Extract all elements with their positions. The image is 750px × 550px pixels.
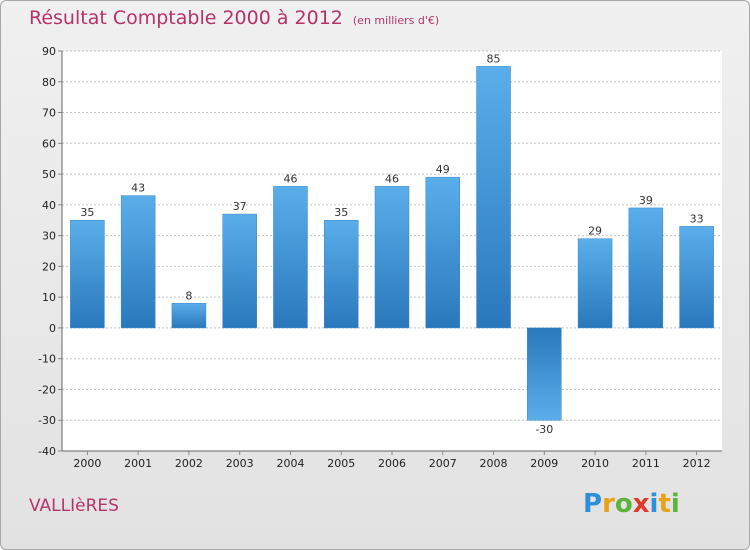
logo-letter: r: [602, 489, 615, 519]
value-label-2008: 85: [487, 52, 501, 65]
y-tick-label: 30: [42, 230, 56, 243]
bar-2009: [527, 327, 562, 421]
bar-2001: [120, 195, 156, 329]
logo-letter: P: [583, 489, 603, 519]
bar-2008: [476, 66, 511, 329]
y-tick-label: 20: [42, 260, 56, 273]
bar-2007: [425, 176, 461, 329]
value-label-2000: 35: [80, 206, 94, 219]
value-label-2010: 29: [588, 225, 602, 238]
bar-2000: [70, 219, 105, 329]
x-tick-label-2005: 2005: [327, 457, 355, 470]
x-tick-label-2006: 2006: [378, 457, 406, 470]
chart-unit: (en milliers d'€): [352, 14, 440, 27]
bar-2012: [679, 226, 714, 329]
logo-letter: o: [614, 489, 633, 519]
y-tick-label: 60: [42, 137, 56, 150]
logo-letter: i: [649, 489, 659, 519]
bar-2002: [171, 303, 207, 329]
chart-title-text: Résultat Comptable 2000 à 2012: [29, 7, 343, 29]
y-tick-label: -20: [38, 383, 56, 396]
x-tick-label-2012: 2012: [683, 457, 711, 470]
value-label-2009: -30: [535, 423, 553, 436]
bar-2011: [628, 207, 664, 329]
bar-2010: [577, 238, 613, 329]
town-name: VALLIèRES: [29, 496, 119, 516]
y-tick-label: 40: [42, 199, 56, 212]
x-tick-label-2002: 2002: [175, 457, 203, 470]
logo-letter: i: [670, 489, 680, 519]
value-label-2007: 49: [436, 163, 450, 176]
x-tick-label-2007: 2007: [429, 457, 457, 470]
bar-2003: [222, 213, 257, 329]
y-tick-label: 10: [42, 291, 56, 304]
value-label-2006: 46: [385, 172, 399, 185]
x-tick-label-2011: 2011: [632, 457, 660, 470]
x-tick-label-2001: 2001: [124, 457, 152, 470]
x-tick-label-2003: 2003: [226, 457, 254, 470]
y-tick-label: 70: [42, 107, 56, 120]
bar-2006: [374, 186, 410, 329]
x-tick-label-2004: 2004: [276, 457, 304, 470]
logo-letter: t: [658, 489, 671, 519]
y-tick-label: 80: [42, 76, 56, 89]
proxiti-logo: Proxiti: [583, 489, 680, 519]
value-label-2001: 43: [131, 182, 145, 195]
value-label-2003: 37: [233, 200, 247, 213]
y-tick-label: -40: [38, 445, 56, 458]
value-label-2005: 35: [334, 206, 348, 219]
x-tick-label-2000: 2000: [73, 457, 101, 470]
y-tick-label: 50: [42, 168, 56, 181]
value-label-2004: 46: [283, 172, 297, 185]
bar-2005: [323, 219, 359, 329]
y-tick-label: 0: [49, 322, 56, 335]
x-tick-label-2010: 2010: [581, 457, 609, 470]
chart-title: Résultat Comptable 2000 à 2012 (en millie…: [29, 7, 439, 29]
value-label-2012: 33: [690, 212, 704, 225]
logo-letter: x: [632, 489, 650, 519]
y-tick-label: -10: [38, 353, 56, 366]
y-tick-label: -30: [38, 414, 56, 427]
y-tick-label: 90: [42, 45, 56, 58]
x-tick-label-2008: 2008: [480, 457, 508, 470]
value-label-2011: 39: [639, 194, 653, 207]
x-tick-label-2009: 2009: [530, 457, 558, 470]
value-label-2002: 8: [185, 289, 192, 302]
bar-2004: [273, 186, 308, 329]
